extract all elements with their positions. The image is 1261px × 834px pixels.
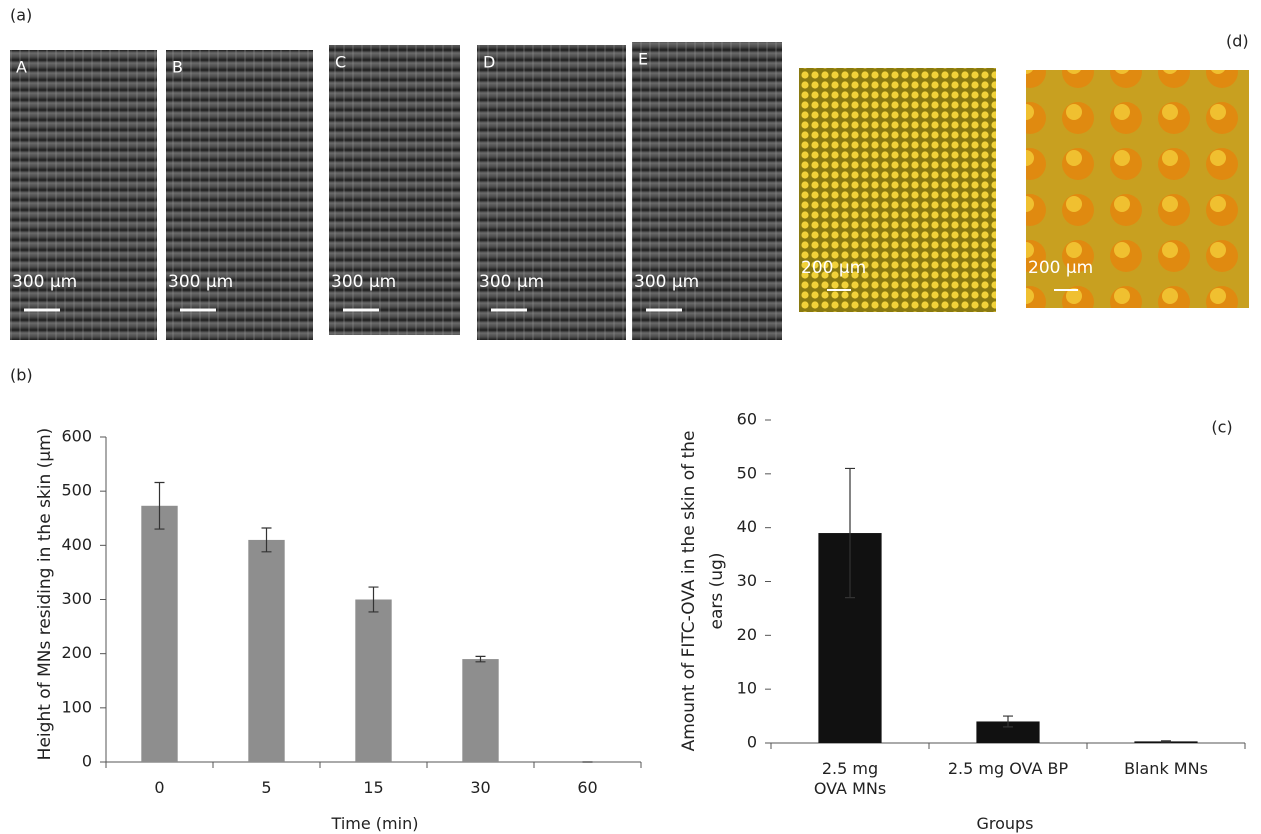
panel-label: (d)	[1226, 32, 1249, 51]
error-bar	[845, 467, 855, 599]
y-tick-label: 60	[737, 410, 757, 429]
oct-image	[477, 45, 626, 340]
bar	[462, 659, 499, 762]
panel-label: (b)	[10, 366, 33, 385]
y-tick-label: 600	[61, 427, 92, 446]
microscope-image	[1026, 70, 1249, 308]
scale-label: 300 µm	[168, 272, 233, 292]
x-tick-label: 60	[577, 778, 598, 797]
x-axis-label: Time (min)	[331, 814, 419, 833]
scale-label: 300 µm	[479, 272, 544, 292]
y-tick-label: 0	[747, 733, 757, 752]
bar	[248, 539, 285, 762]
y-axis-label: Amount of FITC-OVA in the skin of the ea…	[679, 430, 727, 752]
x-tick-label: 2.5 mg OVA MNs	[813, 759, 887, 798]
bar	[141, 505, 178, 762]
bar	[355, 599, 392, 762]
error-bar	[154, 481, 165, 530]
image-letter: C	[335, 53, 346, 72]
scale-label: 300 µm	[634, 272, 699, 292]
error-bar	[368, 586, 379, 613]
bar	[976, 721, 1040, 743]
panel-label: (c)	[1211, 418, 1232, 437]
y-tick-label: 40	[737, 517, 757, 536]
x-tick-label: 5	[261, 778, 272, 797]
y-tick-label: 50	[737, 463, 757, 482]
y-axis-label: Height of MNs residing in the skin (µm)	[35, 427, 55, 761]
image-letter: D	[483, 53, 495, 72]
y-tick-label: 20	[737, 625, 757, 644]
image-letter: B	[172, 58, 183, 77]
scale-label: 200 µm	[801, 258, 866, 278]
scale-label: 200 µm	[1028, 258, 1093, 278]
y-tick-label: 100	[61, 697, 92, 716]
y-tick-label: 0	[82, 752, 92, 771]
y-tick-label: 500	[61, 481, 92, 500]
y-tick-label: 400	[61, 535, 92, 554]
oct-images	[10, 42, 1249, 340]
y-tick-label: 200	[61, 643, 92, 662]
oct-image	[166, 50, 313, 340]
error-bar	[1003, 715, 1013, 728]
error-bar	[475, 655, 486, 663]
error-bar	[261, 527, 272, 553]
x-axis-label: Groups	[976, 814, 1034, 833]
oct-image	[10, 50, 157, 340]
microscope-image	[799, 68, 996, 312]
x-tick-label: 30	[470, 778, 491, 797]
y-tick-label: 10	[737, 679, 757, 698]
oct-image	[329, 45, 460, 335]
oct-image	[632, 42, 782, 340]
y-tick-label: 300	[61, 589, 92, 608]
image-letter: A	[16, 58, 27, 77]
x-tick-label: 0	[154, 778, 165, 797]
image-letter: E	[638, 50, 648, 69]
x-tick-label: 15	[363, 778, 384, 797]
panel-label: (a)	[10, 6, 32, 25]
scale-label: 300 µm	[331, 272, 396, 292]
y-tick-label: 30	[737, 571, 757, 590]
x-tick-label: 2.5 mg OVA BP	[947, 759, 1069, 778]
error-bar	[1161, 740, 1171, 743]
x-tick-label: Blank MNs	[1124, 759, 1208, 778]
scale-label: 300 µm	[12, 272, 77, 292]
